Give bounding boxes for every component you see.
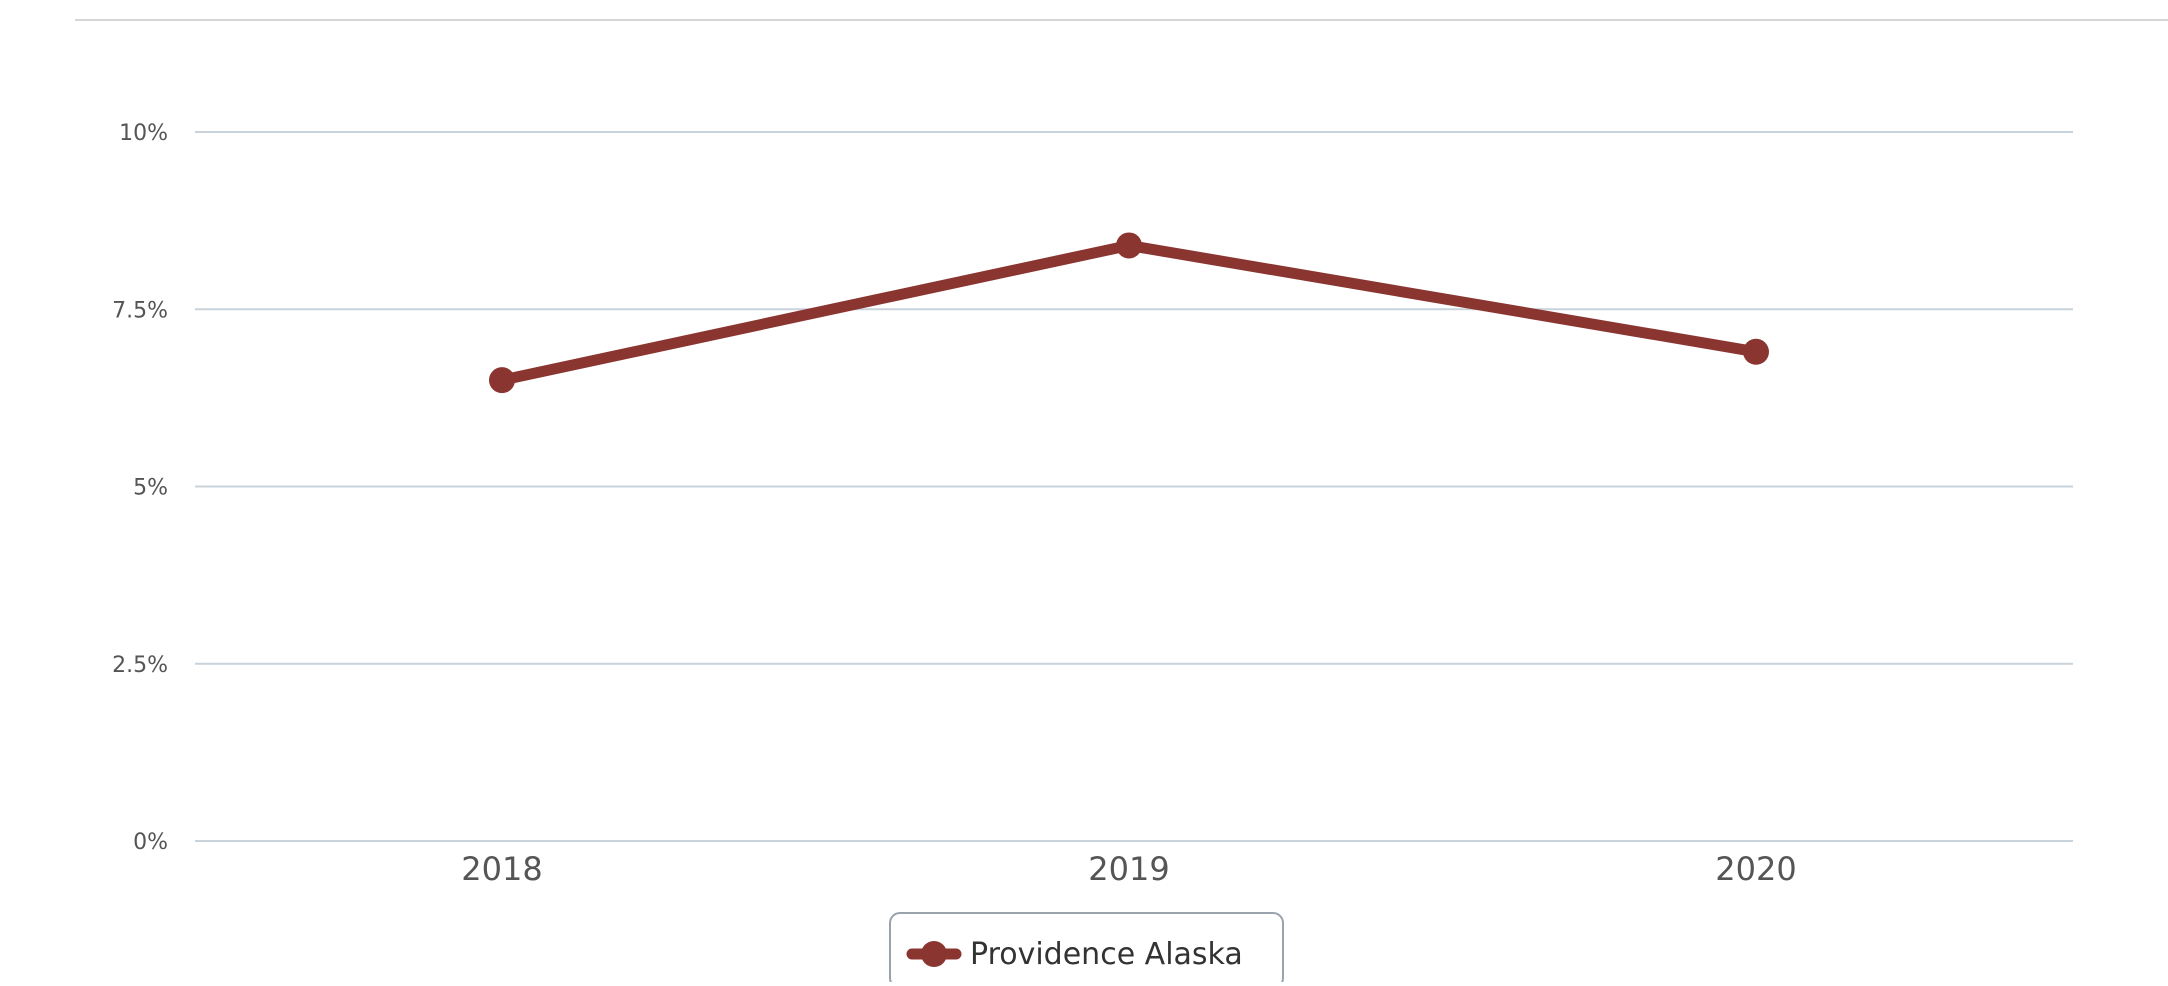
legend-label[interactable]: Providence Alaska — [970, 937, 1243, 972]
x-tick-label: 2019 — [1088, 850, 1169, 888]
legend-point-marker — [921, 941, 947, 967]
y-tick-label: 0% — [133, 830, 168, 855]
legend[interactable]: Providence Alaska — [889, 912, 1284, 986]
gridlines — [195, 131, 2073, 842]
y-tick-label: 10% — [119, 121, 168, 146]
legend-box — [889, 912, 1284, 986]
x-tick-label: 2020 — [1715, 850, 1796, 888]
series-layer — [489, 232, 1769, 394]
series-line — [496, 239, 1762, 386]
y-tick-label: 7.5% — [112, 298, 168, 323]
y-tick-label: 5% — [133, 476, 168, 501]
x-tick-label: 2018 — [461, 850, 542, 888]
x-axis-tick-labels: 2018 2019 2020 — [461, 850, 1796, 888]
data-point[interactable] — [489, 367, 515, 394]
y-axis-tick-labels: 0% 2.5% 5% 7.5% 10% — [112, 121, 168, 855]
data-point[interactable] — [1743, 338, 1769, 365]
data-point[interactable] — [1116, 232, 1142, 259]
y-tick-label: 2.5% — [112, 653, 168, 678]
